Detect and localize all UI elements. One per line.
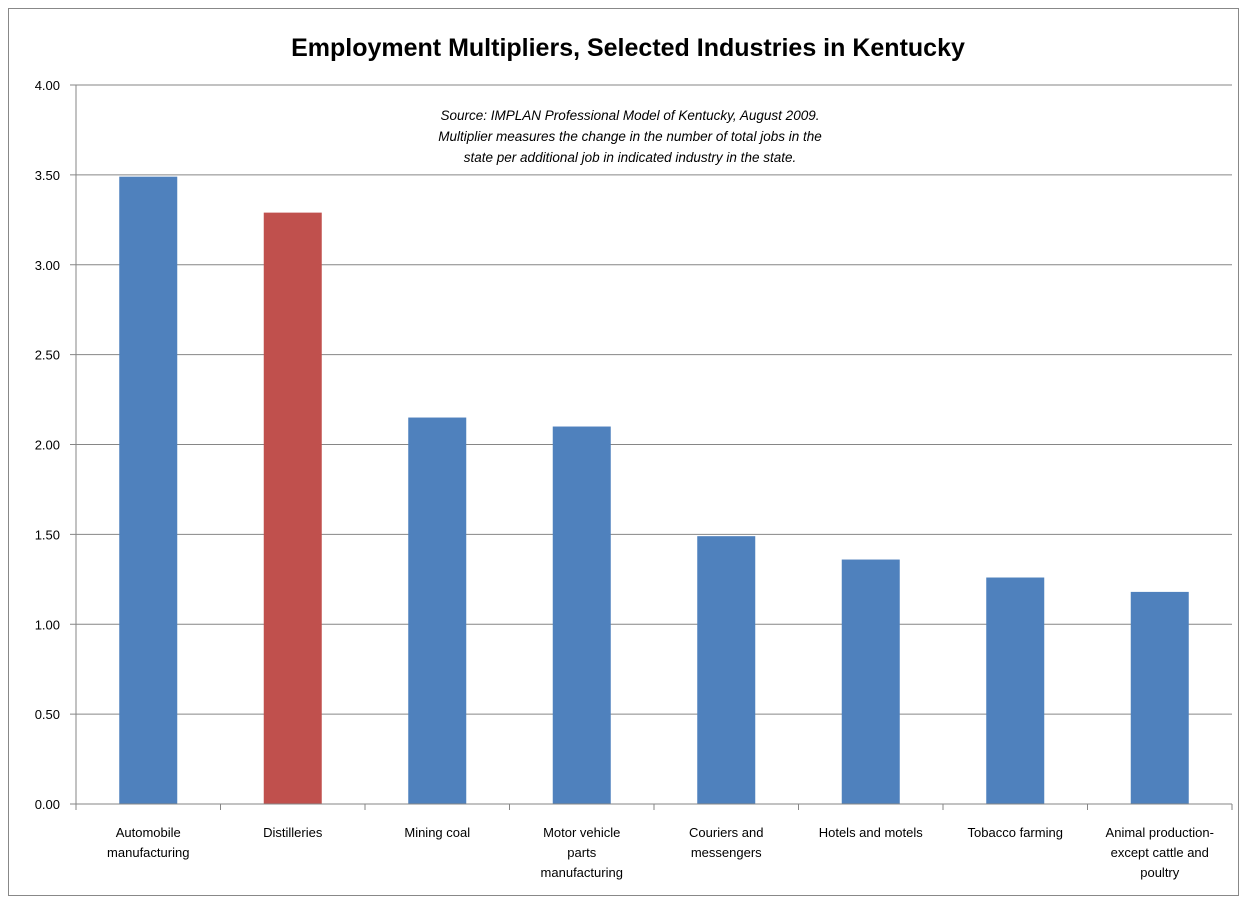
bars (119, 176, 1189, 805)
y-tick-label: 0.00 (35, 797, 60, 812)
source-annotation: Source: IMPLAN Professional Model of Ken… (438, 108, 821, 165)
y-tick-label: 3.00 (35, 258, 60, 273)
bar (1130, 591, 1189, 804)
gridlines (70, 84, 1232, 805)
bar (263, 212, 322, 804)
annotation-line: Source: IMPLAN Professional Model of Ken… (441, 108, 820, 123)
x-tick-label-line: Tobacco farming (968, 825, 1063, 840)
x-tick-label: Mining coal (404, 825, 470, 840)
x-tick-label-line: parts (567, 845, 596, 860)
x-tick-label-line: Hotels and motels (819, 825, 924, 840)
annotation-line: state per additional job in indicated in… (464, 150, 796, 165)
x-tick-label-line: poultry (1140, 865, 1180, 880)
x-tick-label-line: except cattle and (1111, 845, 1209, 860)
x-tick-label: Tobacco farming (968, 825, 1063, 840)
x-tick-label-line: Distilleries (263, 825, 323, 840)
y-tick-label: 2.50 (35, 348, 60, 363)
y-tick-label: 3.50 (35, 168, 60, 183)
y-tick-label: 2.00 (35, 438, 60, 453)
x-tick-label-line: manufacturing (107, 845, 189, 860)
x-tick-label-line: Motor vehicle (543, 825, 620, 840)
y-axis-ticks: 0.00 0.50 1.00 1.50 2.00 2.50 3.00 3.50 4.00 (35, 78, 60, 812)
x-tick-label-line: Animal production- (1106, 825, 1214, 840)
y-tick-label: 1.50 (35, 527, 60, 542)
y-tick-label: 1.00 (35, 617, 60, 632)
chart-title: Employment Multipliers, Selected Industr… (291, 34, 965, 62)
x-axis-labels: Automobile manufacturing Distilleries Minin… (107, 825, 1214, 880)
bar (986, 577, 1045, 804)
y-tick-label: 4.00 (35, 78, 60, 93)
x-tick-label: Couriers and messengers (689, 825, 763, 860)
x-tick-label-line: messengers (691, 845, 762, 860)
x-tick-label-line: manufacturing (541, 865, 623, 880)
x-tick-label: Distilleries (263, 825, 323, 840)
bar (552, 426, 611, 804)
x-tick-label: Motor vehicle parts manufacturing (541, 825, 623, 880)
bar (119, 176, 178, 805)
bar (408, 417, 467, 804)
x-tick-label: Automobile manufacturing (107, 825, 189, 860)
bar (841, 559, 900, 804)
x-tick-label-line: Automobile (116, 825, 181, 840)
bar (697, 536, 756, 804)
y-tick-label: 0.50 (35, 707, 60, 722)
x-tick-label: Hotels and motels (819, 825, 924, 840)
x-tick-label: Animal production-except cattle and poult… (1106, 825, 1214, 880)
x-tick-label-line: Couriers and (689, 825, 763, 840)
x-axis (75, 85, 1233, 810)
annotation-line: Multiplier measures the change in the nu… (438, 129, 821, 144)
x-tick-label-line: Mining coal (404, 825, 470, 840)
